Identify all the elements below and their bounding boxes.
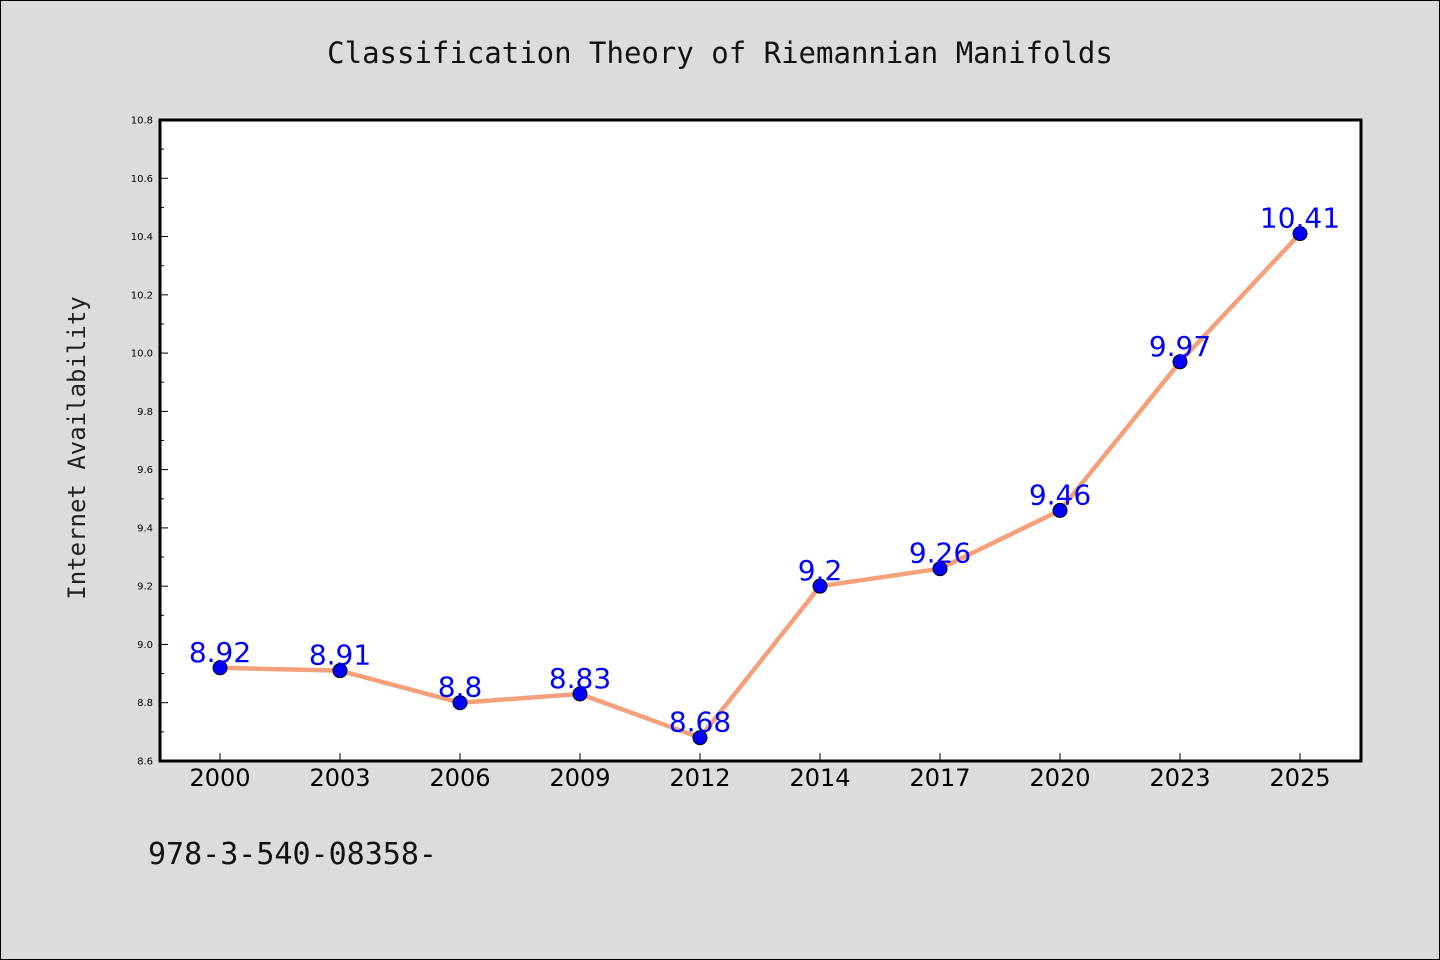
data-label: 8.8 [438,671,483,704]
data-point [1292,226,1308,242]
y-tick-label: 9.0 [137,640,153,651]
chart-title: Classification Theory of Riemannian Mani… [327,36,1113,70]
y-tick-label: 10.0 [131,349,153,360]
plot-area [160,120,1361,761]
y-tick-label: 10.2 [131,290,153,301]
axis-ticks: 8.6 8.8 9.0 9.2 9.4 9.6 9.8 10.0 10.2 10.4 10.6 10.… [131,116,1331,793]
data-point [1172,354,1188,370]
x-tick-label: 2006 [429,764,490,792]
x-tick-label: 2025 [1269,764,1330,792]
data-point [932,561,948,577]
data-label: 8.91 [309,639,371,672]
data-label: 10.41 [1260,202,1340,235]
x-tick-label: 2009 [549,764,610,792]
y-tick-label: 10.6 [131,174,153,185]
y-tick-label: 9.6 [137,465,153,476]
x-tick-label: 2020 [1029,764,1090,792]
data-labels: 8.92 8.91 8.8 8.83 8.68 9.2 9.26 9.46 9.97 10.41 [189,202,1340,739]
y-axis-label: Internet Availability [63,296,91,599]
plot-border [158,118,1363,763]
data-point [572,686,588,702]
y-tick-label: 9.8 [137,407,153,418]
x-tick-label: 2023 [1149,764,1210,792]
isbn-footer: 978-3-540-08358- [148,837,437,872]
data-point [692,730,708,746]
x-tick-label: 2003 [309,764,370,792]
data-series [212,226,1308,746]
x-tick-label: 2012 [669,764,730,792]
data-label: 9.2 [798,554,843,587]
data-label: 8.83 [549,662,611,695]
data-label: 8.68 [669,706,731,739]
x-tick-label: 2014 [789,764,850,792]
y-tick-label: 9.4 [137,523,153,534]
y-tick-label: 10.8 [131,116,153,127]
data-label: 8.92 [189,636,251,669]
y-tick-label: 8.6 [137,757,153,768]
data-label: 9.46 [1029,478,1091,511]
data-point [212,660,228,676]
data-point [1052,502,1068,518]
y-tick-label: 10.4 [131,232,153,243]
x-tick-label: 2000 [189,764,250,792]
data-label: 9.26 [909,537,971,570]
data-point [812,578,828,594]
data-point [332,663,348,679]
y-tick-label: 8.8 [137,698,153,709]
series-line [217,231,1303,740]
x-tick-label: 2017 [909,764,970,792]
data-label: 9.97 [1149,330,1211,363]
data-point [452,695,468,711]
y-tick-label: 9.2 [137,582,153,593]
